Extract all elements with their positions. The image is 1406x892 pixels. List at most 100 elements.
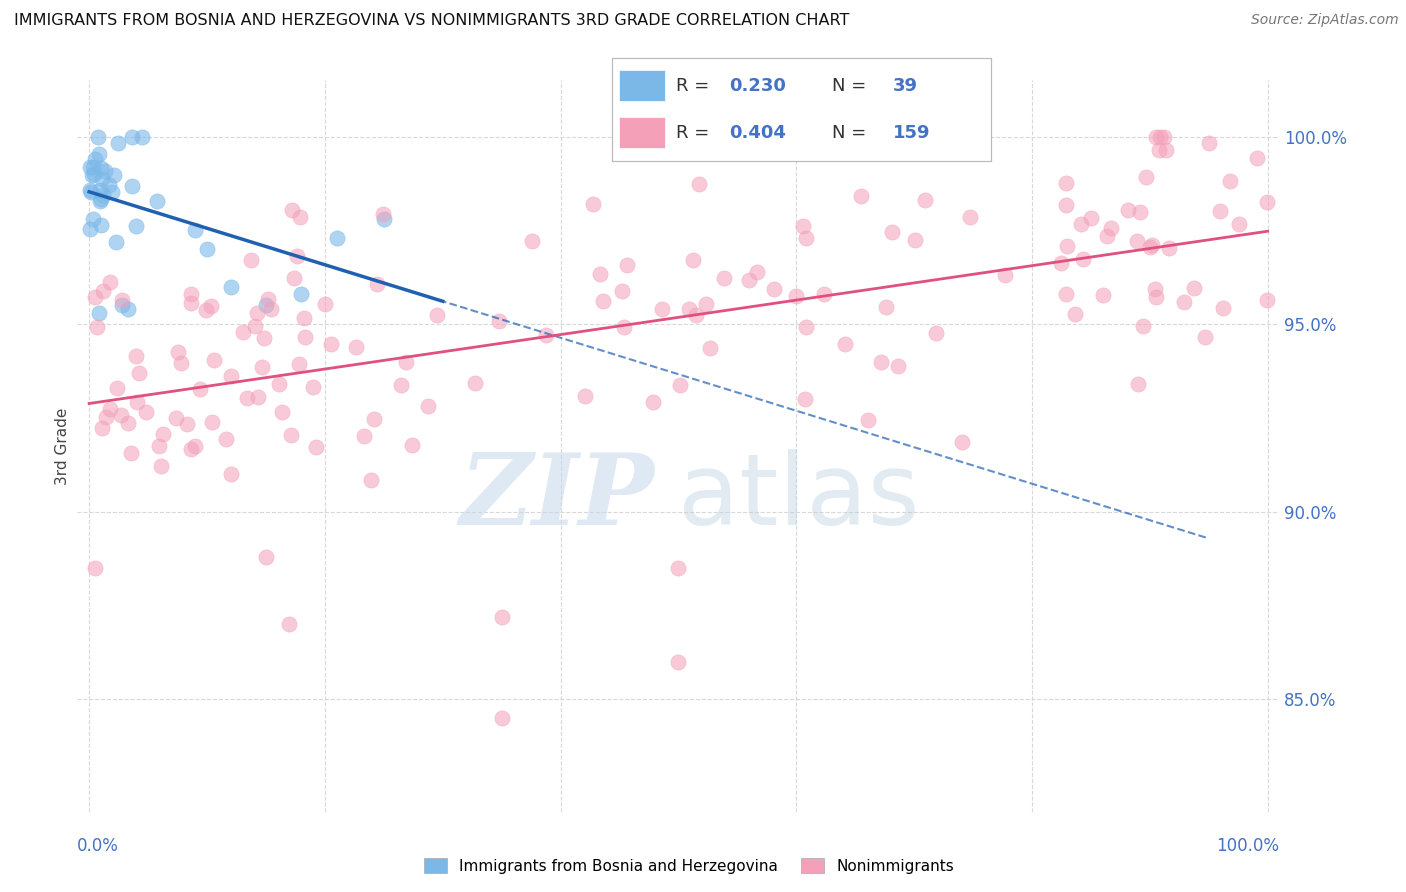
Point bbox=[1157, 241, 1180, 255]
Point bbox=[254, 549, 277, 564]
Point bbox=[669, 378, 692, 392]
Point bbox=[610, 284, 633, 298]
Point bbox=[131, 129, 153, 144]
Point bbox=[90, 421, 112, 435]
Point bbox=[111, 293, 134, 308]
Point bbox=[1153, 129, 1175, 144]
Point bbox=[165, 411, 187, 425]
Point bbox=[1140, 238, 1163, 252]
Point bbox=[80, 169, 103, 183]
Point bbox=[89, 194, 111, 209]
Point bbox=[200, 299, 222, 313]
Point bbox=[79, 185, 101, 199]
Point bbox=[395, 355, 418, 369]
Point bbox=[246, 306, 269, 320]
Text: ZIP: ZIP bbox=[460, 449, 654, 545]
Point bbox=[91, 188, 114, 202]
Point bbox=[1147, 144, 1170, 158]
Point bbox=[904, 233, 927, 247]
Point bbox=[260, 302, 283, 317]
Point bbox=[616, 258, 638, 272]
Legend: Immigrants from Bosnia and Herzegovina, Nonimmigrants: Immigrants from Bosnia and Herzegovina, … bbox=[418, 852, 960, 880]
Point bbox=[1144, 281, 1167, 295]
Point bbox=[366, 277, 388, 291]
Point bbox=[813, 286, 835, 301]
Point bbox=[344, 340, 367, 354]
Point bbox=[271, 405, 294, 419]
Point bbox=[125, 219, 148, 234]
Point bbox=[180, 442, 202, 457]
Point bbox=[1092, 287, 1115, 301]
Point bbox=[360, 473, 382, 487]
Point bbox=[219, 279, 242, 293]
Point bbox=[94, 409, 117, 424]
Point bbox=[745, 265, 768, 279]
Point bbox=[875, 300, 897, 314]
Y-axis label: 3rd Grade: 3rd Grade bbox=[55, 408, 70, 484]
Text: 0.230: 0.230 bbox=[730, 77, 786, 95]
Point bbox=[1154, 143, 1177, 157]
Point bbox=[281, 203, 304, 218]
Point bbox=[280, 427, 302, 442]
Point bbox=[491, 711, 513, 725]
Point bbox=[1071, 252, 1094, 266]
Point bbox=[699, 341, 721, 355]
Point bbox=[170, 356, 193, 370]
Point bbox=[166, 345, 188, 359]
Point bbox=[1064, 307, 1087, 321]
Point bbox=[849, 189, 872, 203]
Point bbox=[1256, 293, 1278, 308]
Point bbox=[520, 234, 543, 248]
Point bbox=[536, 327, 558, 342]
Point bbox=[688, 177, 710, 191]
Point bbox=[90, 161, 112, 176]
Point bbox=[373, 212, 395, 227]
Point bbox=[651, 301, 673, 316]
Point bbox=[125, 395, 148, 409]
Text: N =: N = bbox=[832, 124, 866, 142]
Point bbox=[87, 306, 110, 320]
Point bbox=[1116, 202, 1139, 217]
Point bbox=[188, 382, 211, 396]
Point bbox=[290, 287, 312, 301]
Point bbox=[1054, 287, 1077, 301]
FancyBboxPatch shape bbox=[619, 70, 665, 101]
Point bbox=[103, 168, 125, 182]
Point bbox=[1139, 239, 1161, 253]
Point bbox=[184, 223, 207, 237]
Point bbox=[288, 357, 311, 371]
Point bbox=[239, 252, 262, 267]
Point bbox=[678, 301, 700, 316]
Point bbox=[90, 192, 112, 206]
Point bbox=[858, 413, 880, 427]
Point bbox=[111, 298, 134, 312]
Point bbox=[763, 282, 786, 296]
Point bbox=[215, 432, 238, 446]
Point bbox=[1246, 152, 1268, 166]
Point bbox=[488, 314, 510, 328]
Point bbox=[695, 297, 717, 311]
Point bbox=[219, 467, 242, 482]
Point bbox=[184, 439, 207, 453]
Point bbox=[128, 366, 150, 380]
Point bbox=[86, 129, 108, 144]
Point bbox=[1080, 211, 1102, 226]
Point bbox=[149, 459, 172, 474]
Point bbox=[285, 249, 308, 263]
Point bbox=[219, 369, 242, 384]
Text: 0.0%: 0.0% bbox=[77, 838, 120, 855]
Point bbox=[294, 311, 316, 326]
Point bbox=[254, 298, 277, 312]
Point bbox=[1095, 228, 1118, 243]
Point bbox=[301, 380, 323, 394]
Point bbox=[613, 320, 636, 334]
Point bbox=[305, 440, 328, 454]
Point bbox=[1256, 195, 1278, 210]
Point bbox=[79, 161, 101, 175]
Point bbox=[84, 153, 107, 167]
Point bbox=[176, 417, 198, 432]
Point bbox=[880, 225, 903, 239]
Point bbox=[135, 405, 157, 419]
Text: 100.0%: 100.0% bbox=[1216, 838, 1279, 855]
Point bbox=[1129, 205, 1152, 219]
